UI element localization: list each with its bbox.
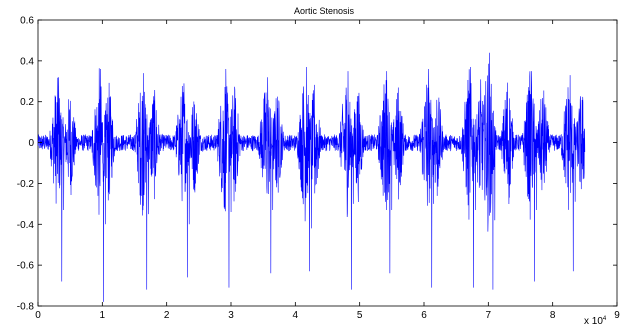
y-axis-ticks: 0.6 0.4 0.2 0 -0.2 -0.4 -0.6 -0.8 [17,16,617,313]
plot-area [37,19,618,307]
x-multiplier-label: x 104 [584,316,607,327]
y-tick-label: -0.4 [17,220,35,231]
x-axis-ticks: 0 1 2 3 4 5 6 7 8 9 [35,20,620,321]
y-tick-label: 0.2 [20,97,34,108]
x-tick-label: 1 [100,310,106,321]
x-tick-label: 2 [164,310,170,321]
chart-title: Aortic Stenosis [294,6,355,16]
x-tick-label: 9 [614,310,620,321]
x-tick-label: 8 [550,310,556,321]
x-tick-label: 3 [228,310,234,321]
x-tick-label: 0 [35,310,41,321]
y-tick-label: 0 [28,138,34,149]
y-tick-label: -0.6 [17,261,35,272]
x-multiplier-exponent: 4 [603,316,607,322]
y-tick-label: 0.4 [20,56,34,67]
x-tick-label: 4 [293,310,299,321]
x-tick-label: 7 [486,310,492,321]
y-tick-label: 0.6 [20,16,34,27]
y-tick-label: -0.2 [17,179,35,190]
x-tick-label: 6 [421,310,427,321]
plot-frame [37,19,618,307]
y-tick-label: -0.8 [17,302,35,313]
signal-series-line [37,52,586,302]
x-tick-label: 5 [357,310,363,321]
